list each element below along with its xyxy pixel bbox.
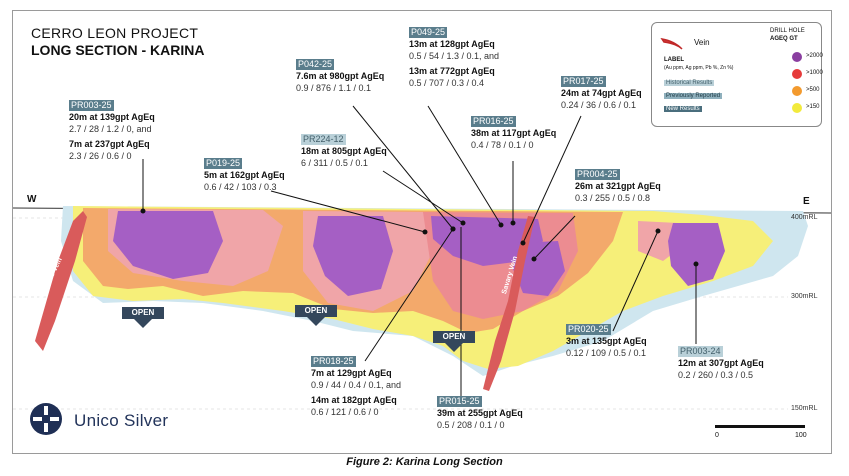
hole-result: 5m at 162gpt AgEq [204, 170, 285, 180]
grade-dot-0 [792, 52, 802, 62]
east-label: E [803, 196, 810, 207]
hole-grades: 2.3 / 26 / 0.6 / 0 [69, 151, 132, 161]
hole-result: 13m at 772gpt AgEq [409, 66, 495, 76]
scale-start: 0 [715, 432, 719, 439]
scale-end: 100 [795, 432, 807, 439]
savary-vein [483, 216, 535, 391]
hole-grades: 2.7 / 28 / 1.2 / 0, and [69, 124, 152, 134]
hole-result: 13m at 128gpt AgEq [409, 39, 495, 49]
vein-swatch [660, 37, 683, 50]
hole-id: PR003-25 [69, 100, 114, 111]
hole-result: 7m at 129gpt AgEq [311, 368, 392, 378]
hole-id: P019-25 [204, 158, 243, 169]
hole-grades: 0.5 / 54 / 1.3 / 0.1, and [409, 51, 500, 61]
hole-grades: 0.9 / 876 / 1.1 / 0.1 [296, 83, 372, 93]
hole-result: 39m at 255gpt AgEq [437, 408, 523, 418]
legend: Vein DRILL HOLE AGEQ GT LABEL (Au ppm, A… [651, 22, 823, 127]
legend-label-units: (Au ppm, Ag ppm, Pb %, Zn %) [664, 65, 734, 71]
open-marker-2: OPEN [295, 305, 337, 326]
hole-id: PR017-25 [561, 76, 606, 87]
grade-dot-1 [792, 69, 802, 79]
hole-result: 38m at 117gpt AgEq [471, 128, 557, 138]
hole-id: PR003-24 [678, 346, 723, 357]
hole-grades: 0.5 / 707 / 0.3 / 0.4 [409, 78, 485, 88]
purple-zone-5 [668, 223, 725, 286]
hole-id: P042-25 [296, 59, 335, 70]
hole-grades: 0.6 / 42 / 103 / 0.3 [204, 182, 277, 192]
hole-result: 12m at 307gpt AgEq [678, 358, 764, 368]
legend-grade-1000: >1000 [806, 70, 823, 76]
figure-caption: Figure 2: Karina Long Section [346, 456, 503, 468]
hole-result: 18m at 805gpt AgEq [301, 146, 387, 156]
section-graphic [13, 105, 831, 410]
legend-drill-hole: DRILL HOLE [770, 28, 805, 34]
legend-grade-150: >150 [806, 104, 820, 110]
legend-label: LABEL [664, 57, 684, 63]
purple-zone-2 [313, 216, 393, 296]
scale-bar: 0 100 [715, 425, 810, 445]
hole-result: 7.6m at 980gpt AgEq [296, 71, 385, 81]
logo-text: Unico Silver [74, 411, 169, 430]
open-marker-1: OPEN [122, 307, 164, 328]
hole-grades: 0.12 / 109 / 0.5 / 0.1 [566, 348, 647, 358]
hole-id: PR020-25 [566, 324, 611, 335]
hole-result: 3m at 135gpt AgEq [566, 336, 647, 346]
legend-previous: Previously Reported [664, 93, 723, 99]
legend-new: New Results [664, 106, 702, 112]
hole-grades: 0.5 / 208 / 0.1 / 0 [437, 420, 505, 430]
rl-label-300: 300mRL [791, 293, 818, 300]
hole-result: 26m at 321gpt AgEq [575, 181, 661, 191]
hole-id: PR004-25 [575, 169, 620, 180]
logo-mark [30, 403, 62, 435]
long-section-figure: CERRO LEON PROJECT LONG SECTION - KARINA… [12, 10, 832, 454]
hole-result: 20m at 139gpt AgEq [69, 112, 155, 122]
rl-label-150: 150mRL [791, 405, 818, 412]
hole-grades: 0.2 / 260 / 0.3 / 0.5 [678, 370, 754, 380]
purple-zone-1 [113, 211, 223, 279]
hole-id: PR015-25 [437, 396, 482, 407]
purple-zone-3 [431, 216, 543, 266]
leader-lines [140, 105, 699, 396]
hole-id: PR224-12 [301, 134, 346, 145]
hole-grades: 0.3 / 255 / 0.5 / 0.8 [575, 193, 651, 203]
grade-dot-2 [792, 86, 802, 96]
hole-grades: 0.4 / 78 / 0.1 / 0 [471, 140, 534, 150]
hole-result: 14m at 182gpt AgEq [311, 395, 397, 405]
hole-result: 24m at 74gpt AgEq [561, 88, 642, 98]
legend-vein: Vein [694, 38, 710, 47]
hole-id: PR016-25 [471, 116, 516, 127]
west-label: W [27, 194, 37, 205]
section-title: LONG SECTION - KARINA [31, 42, 205, 58]
legend-grade-500: >500 [806, 87, 820, 93]
hole-grades: 0.24 / 36 / 0.6 / 0.1 [561, 100, 637, 110]
open-marker-3: OPEN [433, 331, 475, 352]
hole-result: 7m at 237gpt AgEq [69, 139, 150, 149]
legend-ageq-gt: AGEQ GT [770, 36, 798, 42]
legend-grade-2000: >2000 [806, 53, 823, 59]
hole-id: P049-25 [409, 27, 448, 38]
hole-grades: 6 / 311 / 0.5 / 0.1 [301, 158, 368, 168]
hole-grades: 0.9 / 44 / 0.4 / 0.1, and [311, 380, 402, 390]
legend-historical: Historical Results [664, 80, 715, 86]
project-title: CERRO LEON PROJECT [31, 25, 199, 41]
grade-dot-3 [792, 103, 802, 113]
hole-id: PR018-25 [311, 356, 356, 367]
unico-silver-logo: Unico Silver [29, 402, 219, 436]
hole-grades: 0.6 / 121 / 0.6 / 0 [311, 407, 379, 417]
maria-este-vein [35, 211, 87, 351]
rl-label-400: 400mRL [791, 214, 818, 221]
